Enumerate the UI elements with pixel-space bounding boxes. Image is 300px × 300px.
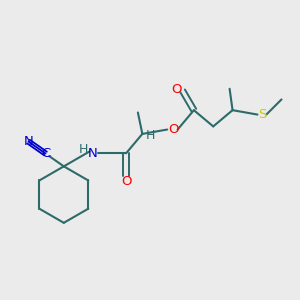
Text: H: H — [146, 129, 155, 142]
Text: O: O — [171, 83, 182, 96]
Text: O: O — [168, 123, 178, 136]
Text: N: N — [24, 135, 33, 148]
Text: H: H — [78, 143, 88, 156]
Text: S: S — [259, 108, 267, 121]
Text: C: C — [41, 147, 50, 160]
Text: N: N — [88, 147, 98, 160]
Text: O: O — [121, 175, 131, 188]
